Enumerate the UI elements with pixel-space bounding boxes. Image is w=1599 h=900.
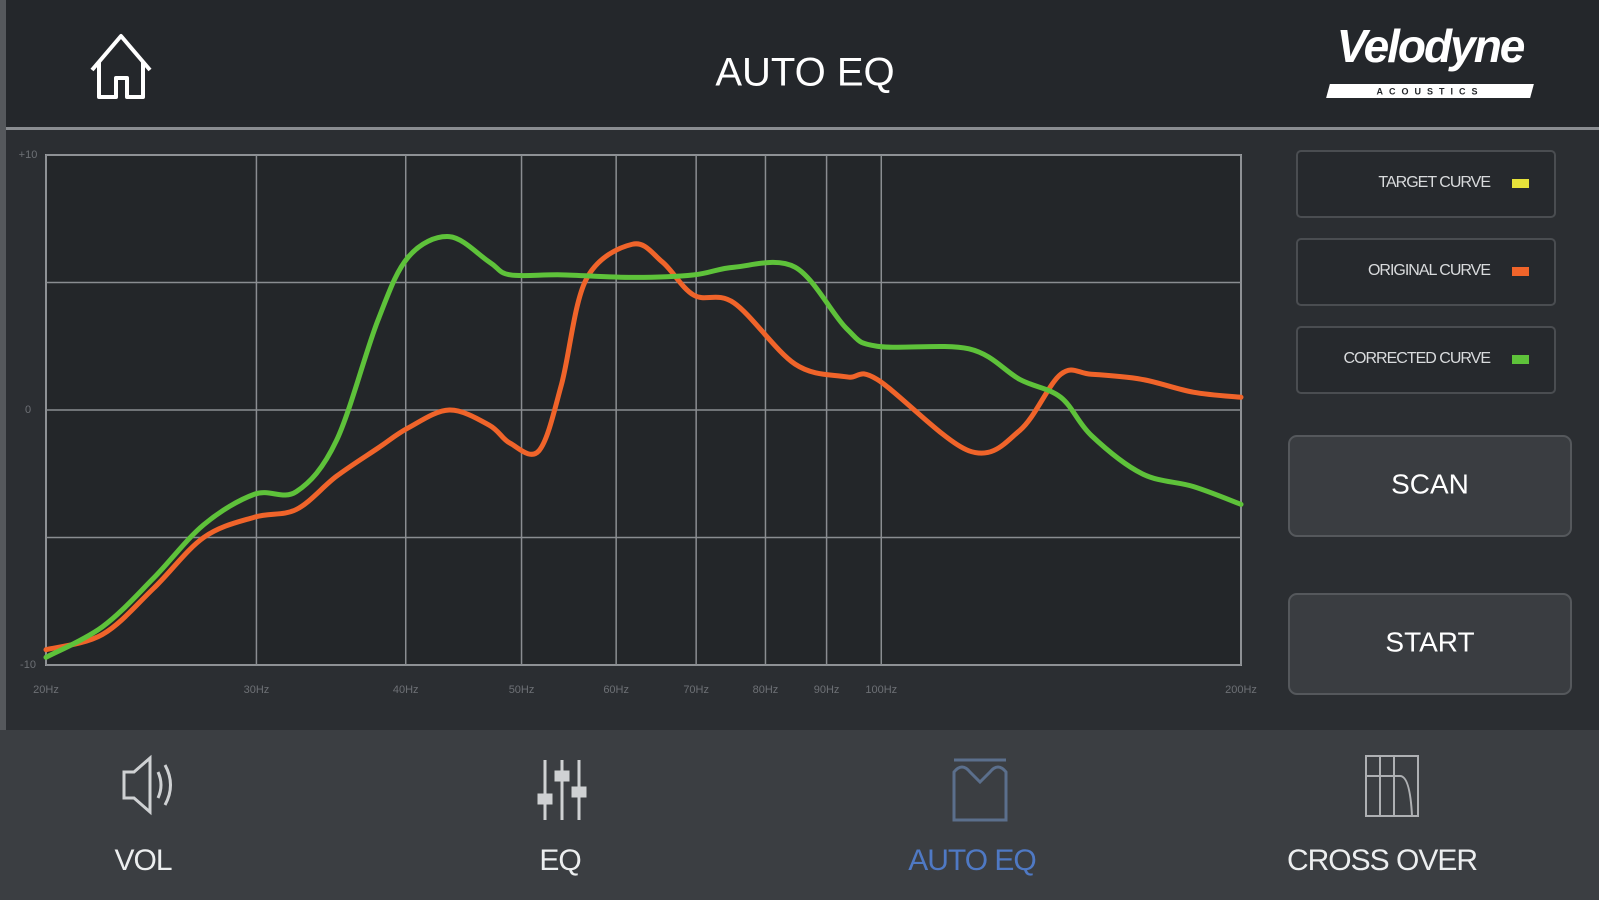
x-tick-label: 70Hz — [683, 684, 709, 696]
home-button[interactable] — [90, 34, 152, 99]
x-tick-label: 90Hz — [814, 684, 840, 696]
logo-band — [1326, 84, 1534, 98]
vol-icon — [122, 754, 172, 816]
legend-label: CORRECTED CURVE — [1344, 350, 1491, 367]
x-tick-label: 20Hz — [33, 684, 59, 696]
header-divider — [0, 127, 1599, 130]
nav-label[interactable]: AUTO EQ — [908, 844, 1036, 877]
button[interactable]: START — [1288, 593, 1572, 695]
button-label: SCAN — [1391, 468, 1469, 499]
auto-eq-icon — [952, 758, 1008, 822]
nav-bar — [0, 730, 1599, 900]
curve — [43, 241, 1244, 653]
legend-label: TARGET CURVE — [1378, 174, 1490, 191]
legend: TARGET CURVE ORIGINAL CURVE CORRECTED CURV… — [1296, 150, 1556, 394]
legend-label: ORIGINAL CURVE — [1368, 262, 1490, 279]
x-tick-label: 100Hz — [865, 684, 897, 696]
grid — [45, 154, 1242, 666]
nav: VOL EQ AUTO EQ CROSS OVER — [114, 844, 1478, 877]
legend-swatch — [1512, 179, 1529, 188]
nav-icons — [122, 754, 1419, 822]
crossover-icon — [1365, 755, 1419, 817]
legend-box — [1296, 150, 1556, 218]
button[interactable]: SCAN — [1288, 435, 1572, 537]
eq-icon — [537, 760, 587, 820]
curve — [43, 234, 1244, 660]
button-bg — [1288, 435, 1572, 537]
x-tick-label: 80Hz — [753, 684, 779, 696]
page-title: AUTO EQ — [715, 51, 894, 95]
legend-item[interactable]: CORRECTED CURVE — [1296, 326, 1556, 394]
logo-sub: ACOUSTICS — [1376, 86, 1483, 96]
button-label: START — [1385, 626, 1474, 657]
legend-swatch — [1512, 267, 1529, 276]
y-tick-label: -10 — [20, 659, 36, 671]
legend-swatch — [1512, 355, 1529, 364]
buttons: SCAN START — [1288, 435, 1572, 695]
header-bg — [0, 0, 1599, 128]
x-tick-label: 40Hz — [393, 684, 419, 696]
legend-item[interactable]: TARGET CURVE — [1296, 150, 1556, 218]
button-bg — [1288, 593, 1572, 695]
legend-box — [1296, 238, 1556, 306]
x-tick-label: 50Hz — [509, 684, 535, 696]
legend-box — [1296, 326, 1556, 394]
nav-label[interactable]: EQ — [539, 844, 581, 877]
logo: Velodyne — [1337, 20, 1525, 72]
home-icon — [90, 34, 152, 99]
legend-item[interactable]: ORIGINAL CURVE — [1296, 238, 1556, 306]
nav-label[interactable]: VOL — [114, 844, 172, 877]
y-tick-label: 0 — [25, 404, 31, 416]
left-edge — [0, 0, 6, 730]
y-tick-label: +10 — [19, 149, 38, 161]
nav-label[interactable]: CROSS OVER — [1287, 844, 1478, 877]
x-tick-label: 30Hz — [244, 684, 270, 696]
x-tick-label: 200Hz — [1225, 684, 1257, 696]
x-tick-label: 60Hz — [603, 684, 629, 696]
